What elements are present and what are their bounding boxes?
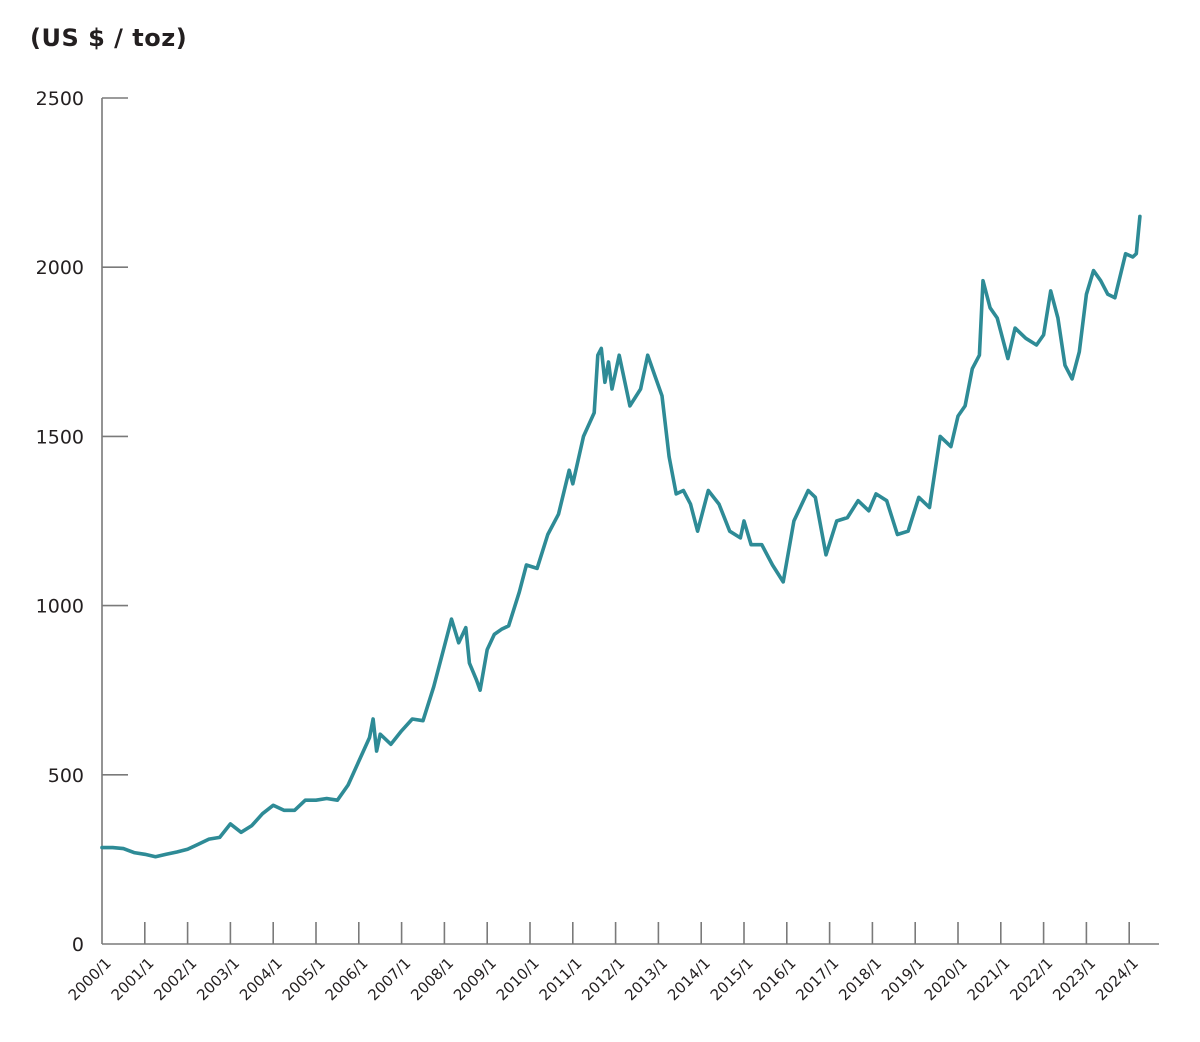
y-tick-label: 1500 bbox=[36, 426, 84, 448]
x-tick-label: 2016/1 bbox=[750, 954, 800, 1004]
x-tick-label: 2008/1 bbox=[407, 954, 457, 1004]
x-tick-label: 2010/1 bbox=[493, 954, 543, 1004]
series-layer bbox=[100, 214, 1142, 859]
x-tick-label: 2011/1 bbox=[536, 954, 586, 1004]
x-tick-label: 2007/1 bbox=[364, 954, 414, 1004]
x-tick-label: 2001/1 bbox=[108, 954, 158, 1004]
x-tick-label: 2003/1 bbox=[193, 954, 243, 1004]
x-tick-label: 2012/1 bbox=[578, 954, 628, 1004]
y-tick-label: 2500 bbox=[36, 88, 84, 110]
x-tick-label: 2021/1 bbox=[964, 954, 1014, 1004]
x-tick-label: 2023/1 bbox=[1049, 954, 1099, 1004]
x-tick-label: 2018/1 bbox=[835, 954, 885, 1004]
y-tick-label: 2000 bbox=[36, 257, 84, 279]
x-tick-label: 2004/1 bbox=[236, 954, 286, 1004]
x-tick-label: 2014/1 bbox=[664, 954, 714, 1004]
x-tick-label: 2013/1 bbox=[621, 954, 671, 1004]
x-tick-label: 2019/1 bbox=[878, 954, 928, 1004]
x-tick-label: 2022/1 bbox=[1006, 954, 1056, 1004]
x-tick-label: 2015/1 bbox=[707, 954, 757, 1004]
x-tick-label: 2000/1 bbox=[65, 954, 115, 1004]
y-axis: 0 500 1000 1500 2000 2500 bbox=[36, 88, 128, 956]
y-tick-label: 0 bbox=[72, 934, 84, 956]
x-tick-label: 2006/1 bbox=[322, 954, 372, 1004]
y-axis-unit-label: (US $ / toz) bbox=[30, 24, 188, 52]
y-tick-label: 500 bbox=[48, 765, 84, 787]
x-tick-label: 2009/1 bbox=[450, 954, 500, 1004]
x-axis: 2000/12001/12002/12003/12004/12005/12006… bbox=[65, 922, 1159, 1004]
y-tick-label: 1000 bbox=[36, 596, 84, 618]
x-tick-label: 2017/1 bbox=[792, 954, 842, 1004]
x-tick-label: 2020/1 bbox=[921, 954, 971, 1004]
x-tick-label: 2005/1 bbox=[279, 954, 329, 1004]
x-tick-label: 2002/1 bbox=[150, 954, 200, 1004]
x-tick-label: 2024/1 bbox=[1092, 954, 1142, 1004]
price-series-line bbox=[100, 214, 1142, 859]
